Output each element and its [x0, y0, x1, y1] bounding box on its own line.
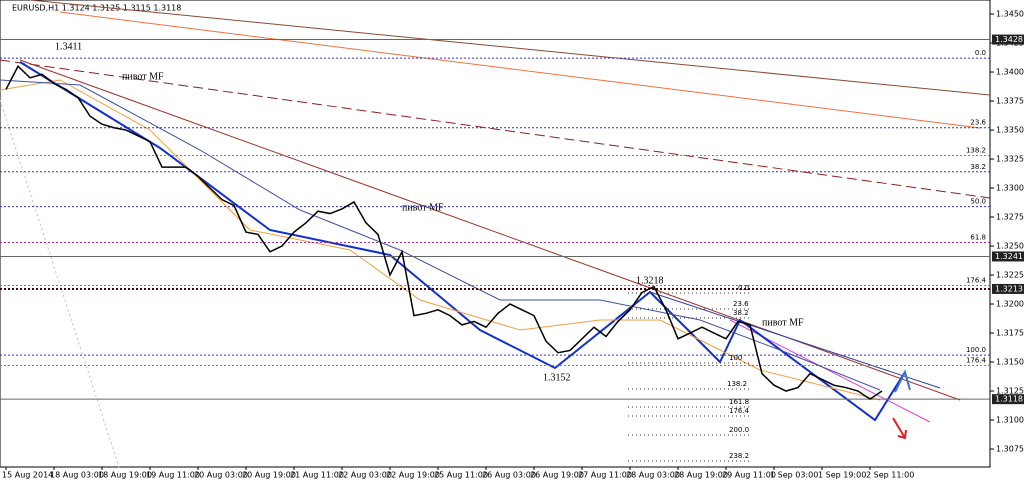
price-line-series [5, 64, 883, 401]
y-tick-label: 1.3125 [996, 387, 1024, 396]
y-tick-label: 1.3400 [996, 68, 1024, 77]
price-box [992, 34, 1024, 45]
price-box-label: 1.3428 [995, 35, 1023, 44]
y-tick-label: 1.3225 [996, 271, 1024, 280]
fib-level-label: 138.2 [966, 147, 986, 155]
fib-level-label: 176.4 [966, 357, 987, 365]
x-tick-label: 29 Aug 11:00 [722, 471, 776, 480]
annotation: пивот MF [762, 317, 804, 328]
x-tick-label: 28 Aug 03:00 [626, 471, 680, 480]
y-tick-label: 1.3375 [996, 97, 1024, 106]
x-tick-label: 18 Aug 19:00 [98, 471, 152, 480]
y-tick-label: 1.3300 [996, 184, 1024, 193]
x-tick-label: 1 Sep 03:00 [770, 471, 818, 480]
fib-level-label: 38.2 [970, 163, 986, 171]
fib-level-label: 100.0 [966, 346, 986, 354]
x-tick-label: 20 Aug 03:00 [194, 471, 248, 480]
trend-line [0, 59, 991, 199]
x-tick-label: 18 Aug 03:00 [50, 471, 104, 480]
x-tick-label: 25 Aug 11:00 [434, 471, 488, 480]
x-tick-label: 27 Aug 11:00 [578, 471, 632, 480]
x-tick-label: 20 Aug 19:00 [242, 471, 296, 480]
fib-ext-label: 0.0 [738, 284, 749, 292]
trend-line [649, 291, 941, 389]
x-tick-label: 15 Aug 2014 [2, 471, 53, 480]
y-tick-label: 1.3150 [996, 358, 1024, 367]
x-tick-label: 1 Sep 19:00 [818, 471, 866, 480]
arrow-up [894, 369, 911, 393]
moving-average [0, 79, 881, 391]
fib-ext-label: 161.8 [729, 398, 749, 406]
fib-ext-label: 176.4 [729, 407, 750, 415]
header: EURUSD,H1 1.3124 1.3125 1.3115 1.3118 [12, 4, 181, 13]
fib-ext-label: 100 [729, 354, 742, 362]
fib-ext-label: 238.2 [729, 452, 749, 460]
fib-level-label: 61.8 [970, 234, 986, 242]
fib-level-label: 50.0 [970, 198, 986, 206]
price-box-label: 1.3118 [995, 395, 1023, 404]
x-tick-label: 28 Aug 19:00 [674, 471, 728, 480]
plot-frame [0, 0, 991, 468]
fib-ext-label: 200.0 [729, 426, 749, 434]
x-tick-label: 2 Sep 11:00 [866, 471, 914, 480]
y-tick-label: 1.3175 [996, 329, 1024, 338]
price-box [992, 394, 1024, 405]
annotation: 1.3152 [543, 372, 571, 383]
y-tick-label: 1.3100 [996, 416, 1024, 425]
y-tick-label: 1.3275 [996, 213, 1024, 222]
fib-level-label: 176.4 [966, 276, 987, 284]
price-box [992, 251, 1024, 262]
arrow-down [892, 417, 907, 440]
y-tick-label: 1.3350 [996, 126, 1024, 135]
annotation: 1.3218 [636, 275, 664, 286]
fib-ext-label: 23.6 [733, 300, 749, 308]
x-tick-label: 21 Aug 11:00 [290, 471, 344, 480]
annotation: пивот MF [402, 202, 444, 213]
price-box [992, 283, 1024, 294]
trend-lines [0, 0, 991, 471]
annotation: пивот MF [122, 71, 164, 82]
y-tick-label: 1.3250 [996, 242, 1024, 251]
y-tick-label: 1.3450 [996, 10, 1024, 19]
x-tick-label: 22 Aug 03:00 [338, 471, 392, 480]
zigzag [19, 61, 906, 422]
fib-ext-label: 38.2 [733, 309, 749, 317]
y-tick-label: 1.3200 [996, 300, 1024, 309]
price-box-label: 1.3241 [995, 252, 1023, 261]
price-box-label: 1.3213 [995, 284, 1023, 293]
trend-line [59, 11, 981, 129]
annotation: 1.3411 [55, 41, 82, 52]
x-tick-label: 19 Aug 11:00 [146, 471, 200, 480]
x-tick-label: 22 Aug 19:00 [386, 471, 440, 480]
trend-line [19, 59, 961, 401]
trend-line [29, 0, 991, 96]
fib-level-label: 23.6 [970, 119, 986, 127]
fib-ext-label: 138.2 [727, 380, 747, 388]
x-tick-label: 26 Aug 03:00 [482, 471, 536, 480]
moving-average [0, 79, 881, 401]
y-tick-label: 1.3325 [996, 155, 1024, 164]
fib-level-label: 0.0 [975, 49, 986, 57]
x-tick-label: 26 Aug 19:00 [530, 471, 584, 480]
y-tick-label: 1.3075 [996, 445, 1024, 454]
